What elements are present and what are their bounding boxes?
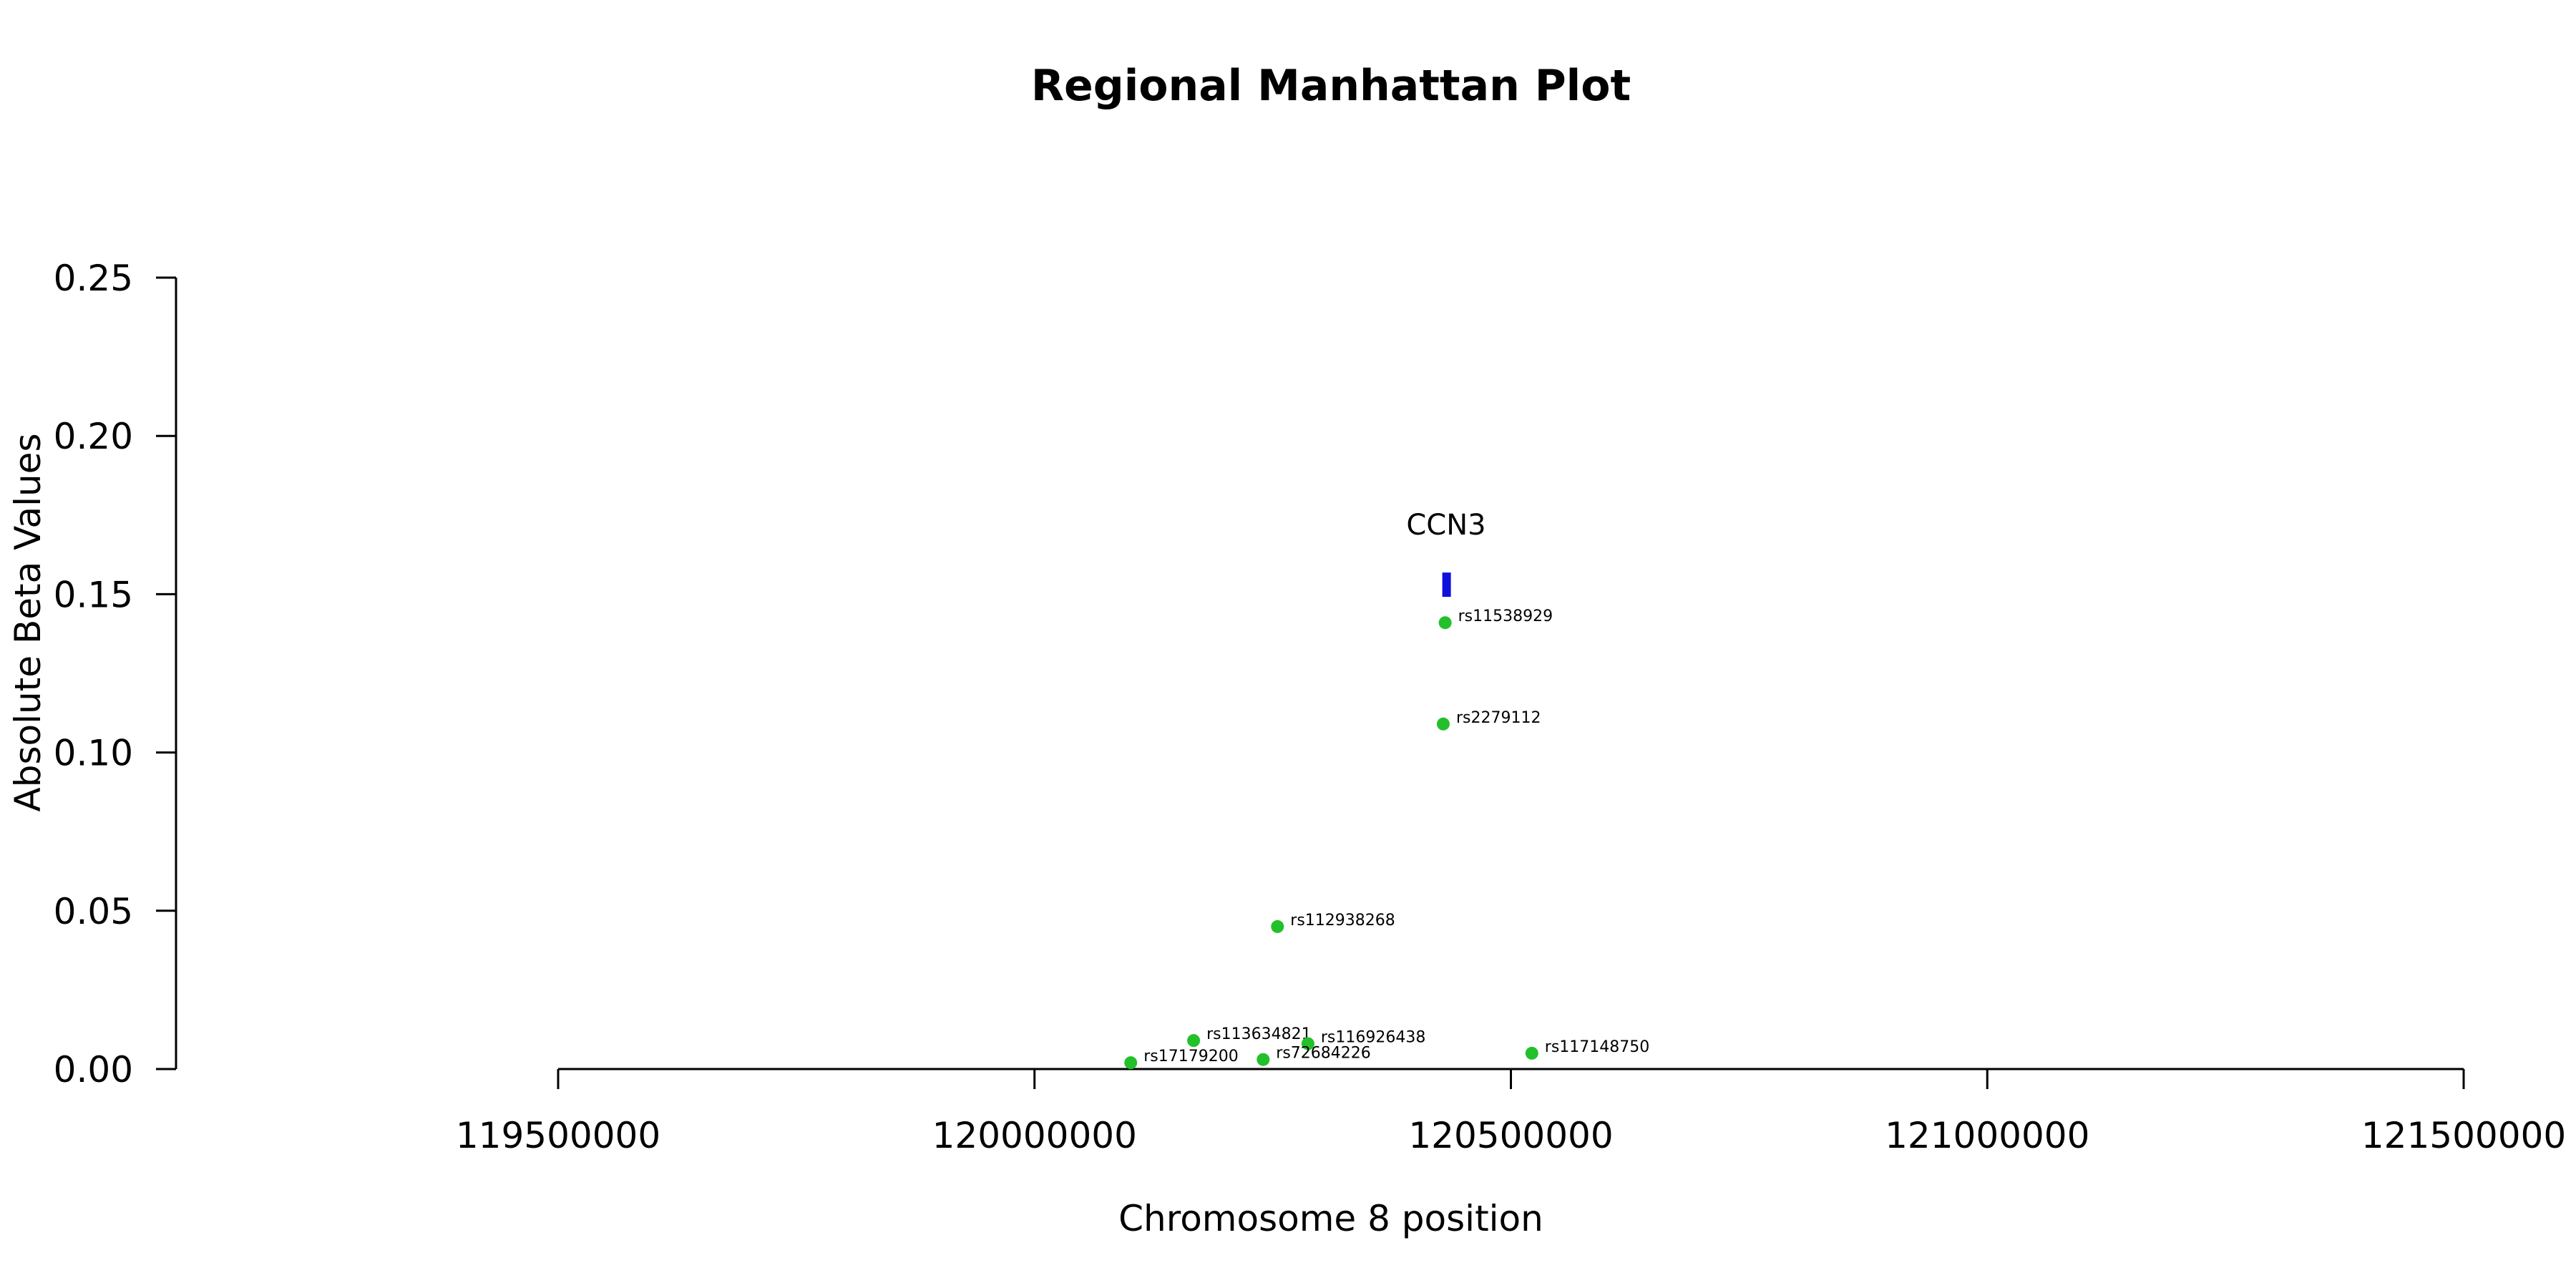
snp-label: rs116926438 — [1321, 1029, 1425, 1047]
snp-label: rs72684226 — [1276, 1045, 1370, 1063]
snp-point — [1271, 919, 1284, 933]
snp-label: rs17179200 — [1143, 1048, 1238, 1065]
snp-label: rs113634821 — [1206, 1025, 1311, 1043]
x-tick-label: 120000000 — [932, 1115, 1137, 1156]
chart-title: Regional Manhattan Plot — [1031, 61, 1631, 111]
y-tick-label: 0.15 — [54, 574, 133, 615]
gene-bar — [1442, 572, 1451, 597]
y-tick-label: 0.10 — [54, 733, 133, 774]
x-tick-label: 119500000 — [456, 1115, 660, 1156]
snp-point — [1301, 1037, 1314, 1050]
y-tick-label: 0.25 — [54, 258, 133, 299]
x-axis-label: Chromosome 8 position — [1118, 1198, 1543, 1239]
snp-label: rs117148750 — [1545, 1038, 1649, 1056]
snp-point — [1525, 1046, 1538, 1060]
x-tick-label: 120500000 — [1408, 1115, 1613, 1156]
snp-label: rs2279112 — [1456, 709, 1541, 727]
gene-track: CCN3 — [1406, 509, 1486, 597]
snp-label: rs11538929 — [1458, 608, 1553, 625]
y-tick-label: 0.20 — [54, 416, 133, 457]
y-tick-label: 0.00 — [54, 1049, 133, 1091]
x-tick-label: 121000000 — [1885, 1115, 2089, 1156]
snp-point — [1257, 1053, 1270, 1066]
x-tick-label: 121500000 — [2361, 1115, 2566, 1156]
snp-point — [1438, 616, 1452, 630]
snp-points: rs11538929 rs2279112 rs112938268 rs11363482… — [1124, 608, 1649, 1070]
snp-point — [1187, 1034, 1201, 1048]
gene-label: CCN3 — [1406, 509, 1485, 542]
axes: 0.00 0.05 0.10 0.15 0.20 0.25 119500000 1200000… — [54, 258, 2566, 1156]
snp-point — [1124, 1056, 1138, 1070]
snp-point — [1436, 717, 1450, 731]
y-tick-label: 0.05 — [54, 891, 133, 932]
y-axis-label: Absolute Beta Values — [7, 434, 49, 812]
snp-label: rs112938268 — [1290, 912, 1395, 930]
